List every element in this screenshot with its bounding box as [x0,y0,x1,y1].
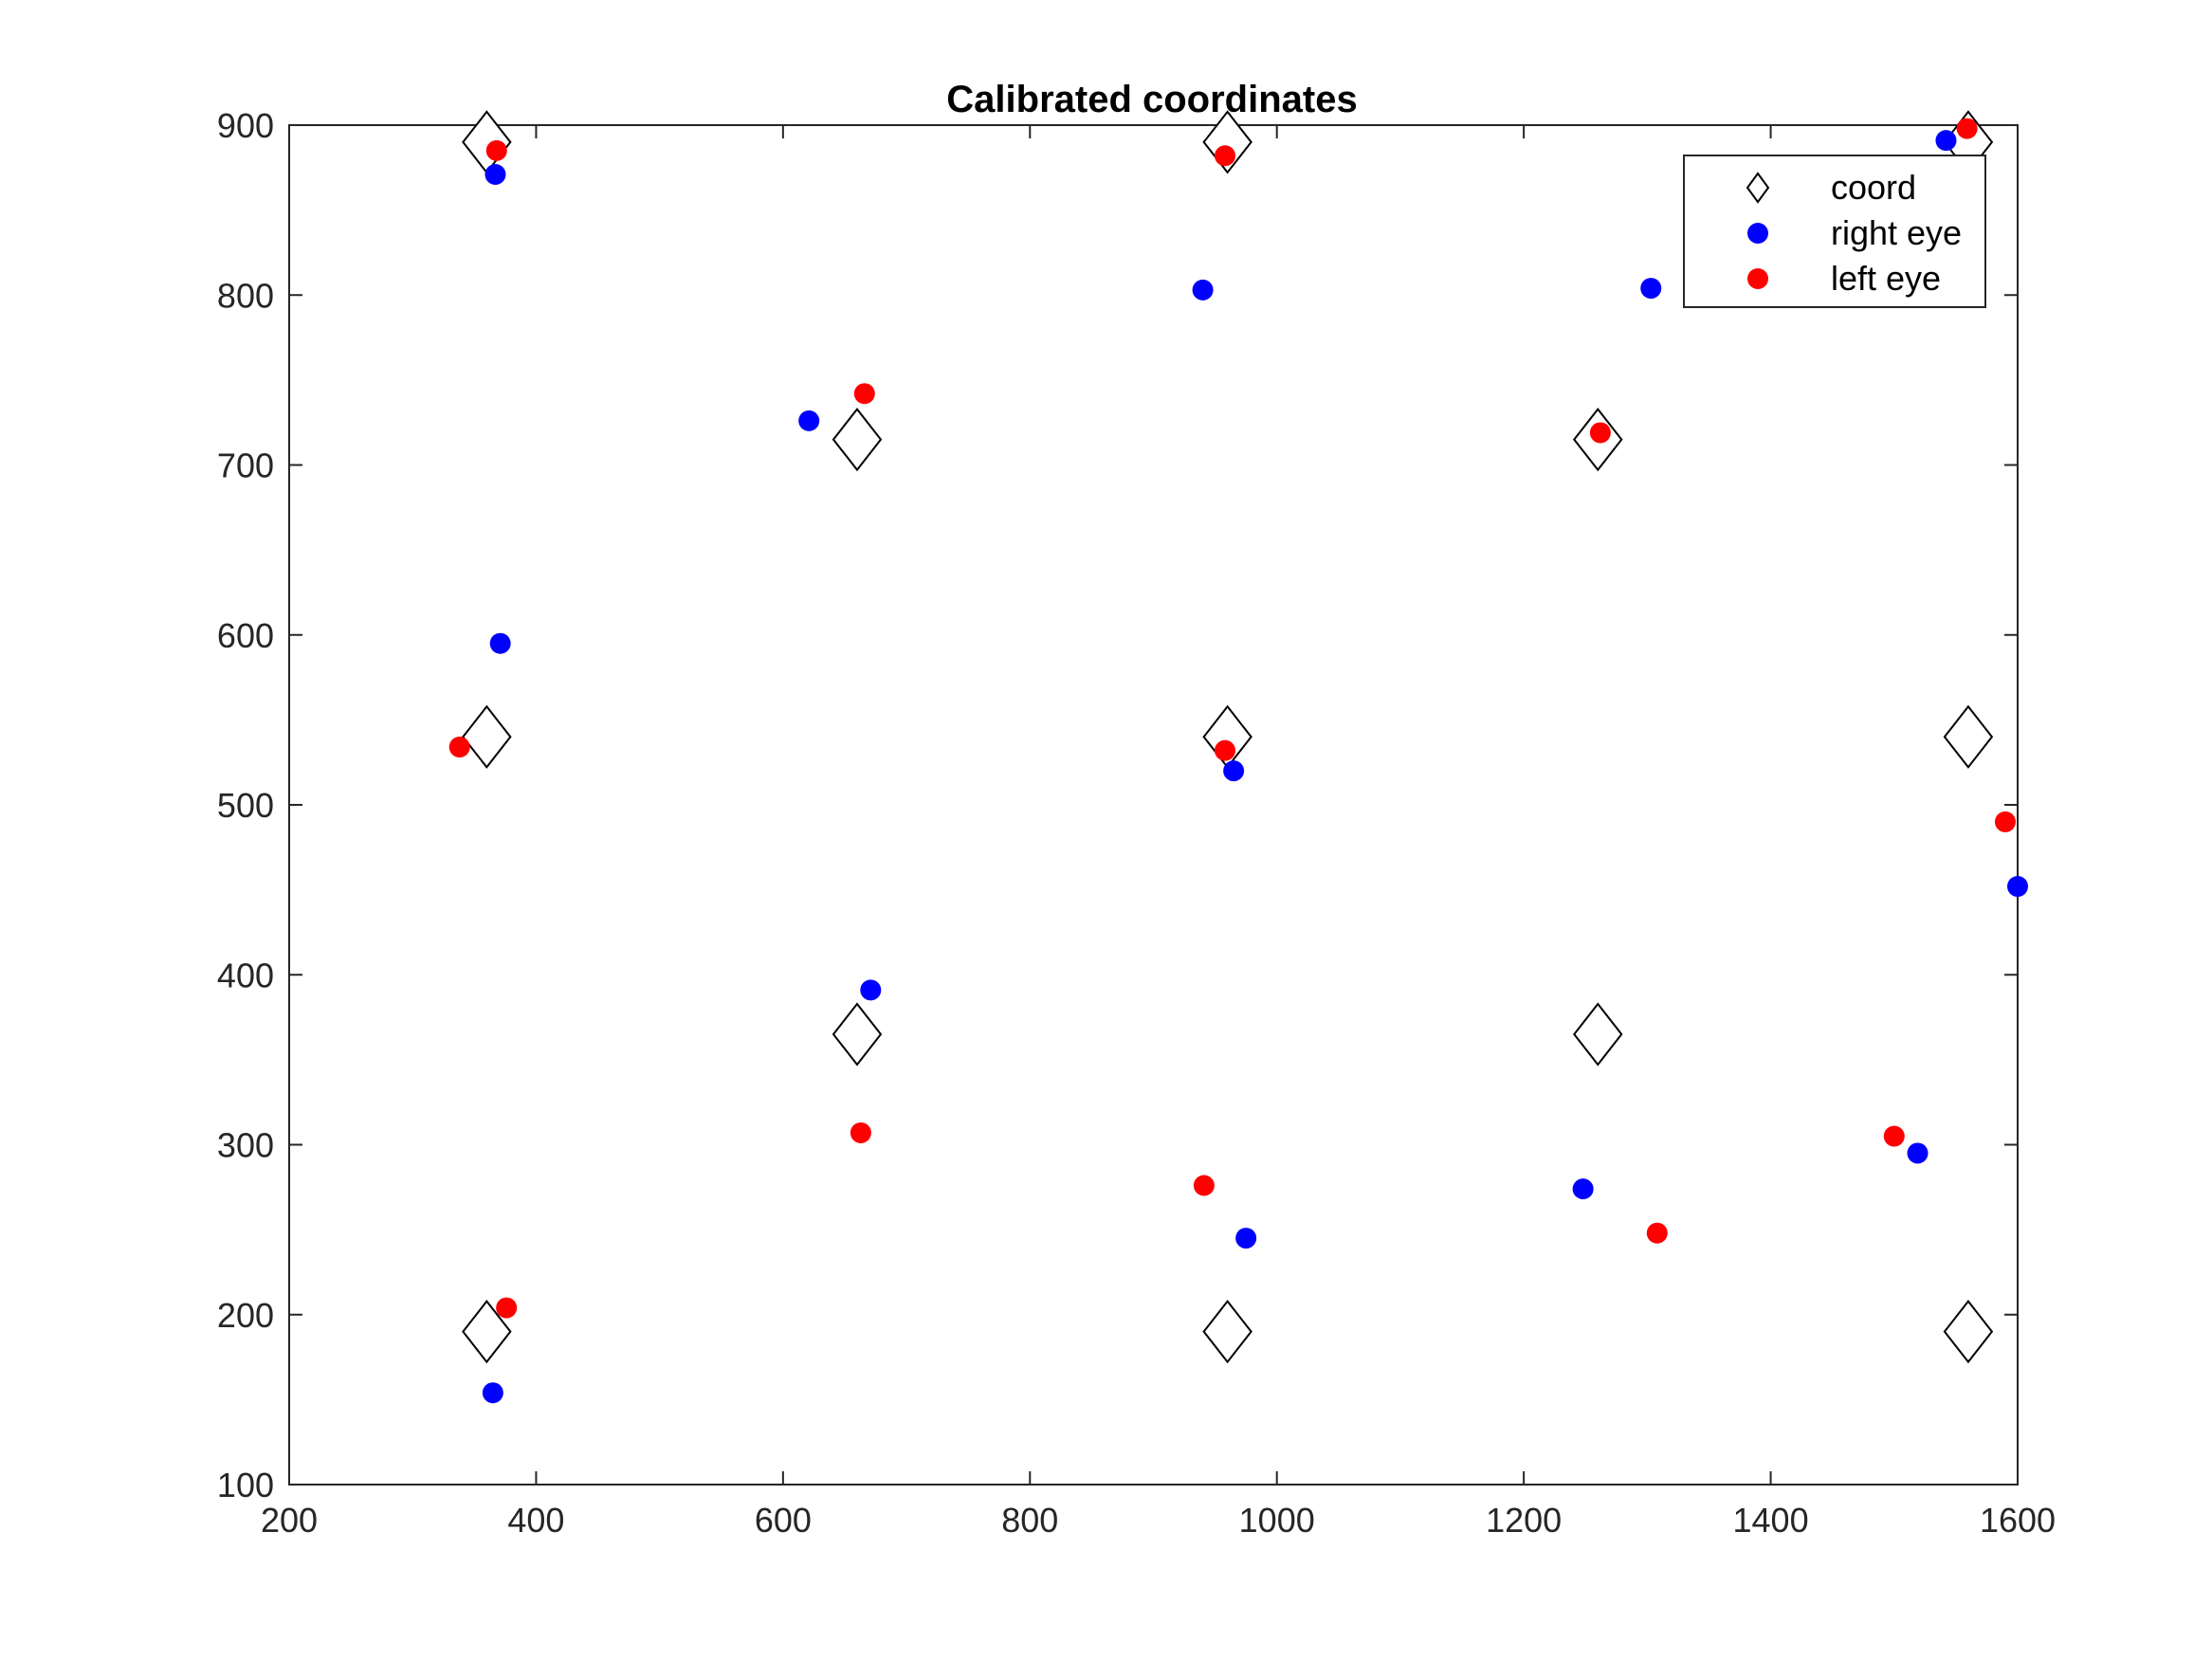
coord-diamond-marker [1943,1300,1994,1364]
legend-box [1683,155,1986,308]
right-eye-point [484,163,506,185]
y-tick-label: 200 [217,1296,274,1335]
y-tick-label: 300 [217,1126,274,1165]
legend-marker-right-eye [1747,223,1768,244]
right-eye-point [798,410,820,431]
legend-label: coord [1831,168,1916,207]
legend: coord right eye left eye [1683,155,1986,308]
right-eye-point [860,979,882,1001]
chart-title: Calibrated coordinates [946,79,1357,120]
right-eye-point [1235,1228,1257,1249]
legend-marker-coord [1746,172,1770,204]
left-eye-point [485,139,507,161]
right-eye-point [1223,760,1245,782]
series-coord [462,110,1994,1364]
right-eye-point [2007,876,2028,898]
x-tick-label: 800 [1001,1501,1058,1540]
y-tick-label: 800 [217,276,274,315]
coord-diamond-marker [832,407,883,472]
data-markers [448,110,2028,1404]
left-eye-point [1215,145,1236,167]
right-eye-point [1935,130,1957,152]
x-tick-label: 1400 [1733,1501,1809,1540]
coord-diamond-marker [1943,704,1994,769]
coord-diamond-marker [462,704,512,769]
right-eye-point [1572,1178,1594,1200]
coord-diamond-marker [1202,1300,1252,1364]
y-tick-label: 900 [217,106,274,145]
left-eye-point [1646,1222,1668,1244]
left-eye-point [1589,422,1611,444]
y-tick-label: 400 [217,956,274,994]
right-eye-point [1192,279,1214,301]
x-tick-label: 600 [755,1501,812,1540]
coord-diamond-marker [1573,1002,1623,1066]
left-eye-point [1883,1125,1905,1147]
legend-label: right eye [1831,213,1962,252]
y-tick-label: 500 [217,786,274,825]
left-eye-point [448,737,470,758]
y-tick-label: 600 [217,616,274,655]
x-tick-label: 1200 [1486,1501,1562,1540]
x-tick-label: 1000 [1239,1501,1315,1540]
left-eye-point [1215,739,1236,761]
left-eye-point [850,1121,871,1143]
left-eye-point [1956,118,1978,139]
right-eye-point [489,632,511,654]
x-tick-label: 1600 [1980,1501,2056,1540]
coord-diamond-marker [462,1300,512,1364]
left-eye-point [496,1297,518,1319]
legend-label: left eye [1831,259,1941,298]
x-tick-label: 400 [507,1501,564,1540]
right-eye-point [482,1382,503,1404]
legend-marker-left-eye [1747,268,1768,289]
left-eye-point [853,383,875,405]
coord-diamond-marker [832,1002,883,1066]
series-left-eye [448,118,2016,1319]
right-eye-point [1907,1142,1929,1164]
y-tick-label: 100 [217,1466,274,1504]
y-tick-label: 700 [217,447,274,485]
left-eye-point [1994,811,2016,832]
axes: 200 400 600 800 1000 1200 1400 1600100200300400… [217,106,2056,1540]
series-right-eye [482,130,2028,1404]
left-eye-point [1193,1175,1215,1196]
right-eye-point [1640,278,1662,300]
x-tick-label: 200 [261,1501,318,1540]
